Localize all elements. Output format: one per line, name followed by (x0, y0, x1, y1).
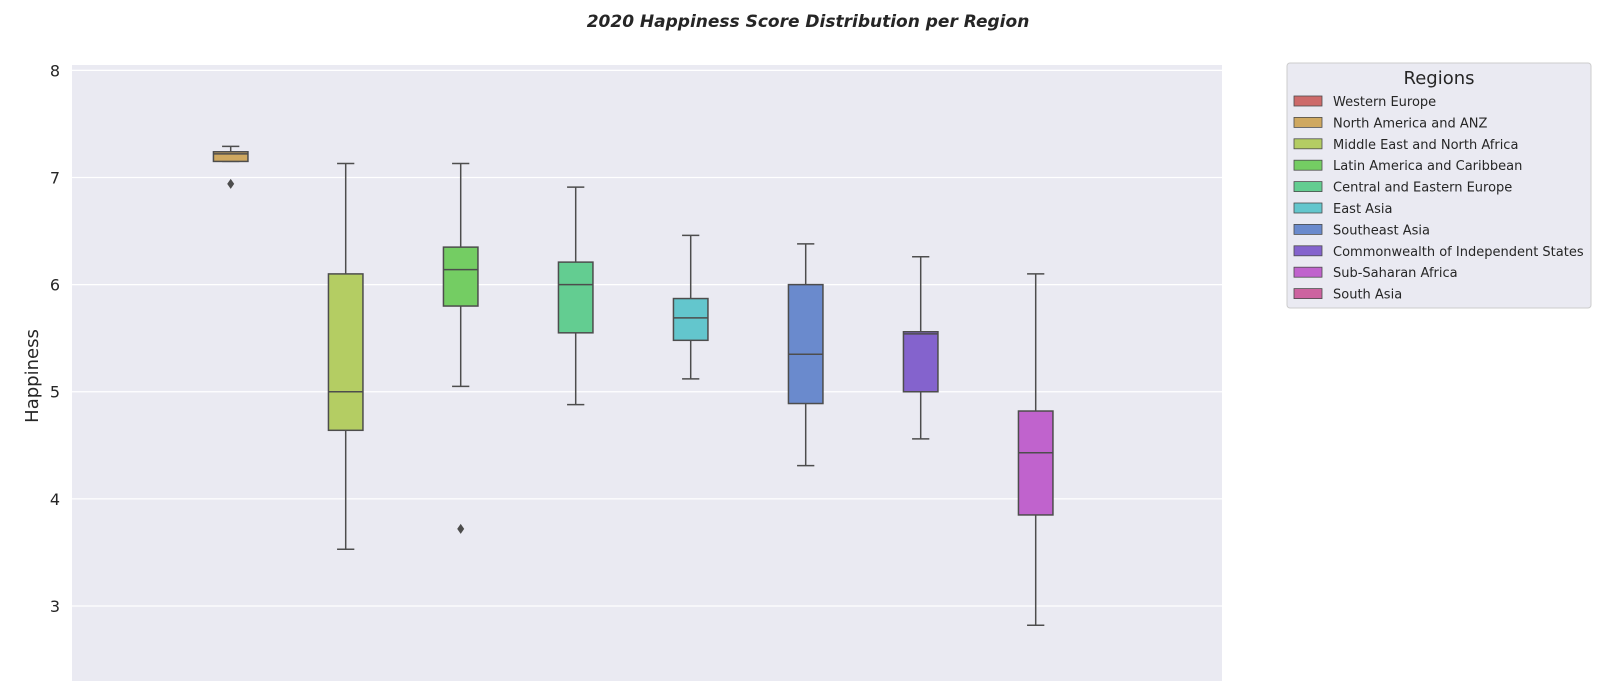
gridlines (72, 69, 1222, 607)
legend-swatch (1293, 117, 1323, 128)
legend-swatch (1293, 245, 1323, 257)
y-axis-label: Happiness (22, 329, 43, 423)
box-latin-america-and-caribbean (442, 162, 479, 534)
box-middle-east-and-north-africa (327, 162, 364, 550)
plot-area (72, 65, 1222, 681)
iqr-box (1017, 410, 1054, 516)
legend-label: Sub-Saharan Africa (1333, 266, 1458, 281)
legend-swatch (1293, 223, 1323, 235)
legend-label: South Asia (1333, 288, 1402, 303)
legend-swatch (1293, 181, 1323, 193)
box-sub-saharan-africa (1017, 273, 1054, 627)
iqr-box (672, 297, 709, 342)
legend-label: East Asia (1333, 202, 1392, 217)
legend-frame (1286, 62, 1592, 309)
legend-label: Southeast Asia (1333, 223, 1430, 238)
legend-item: Central and Eastern Europe (1293, 181, 1512, 196)
legend-label: Latin America and Caribbean (1333, 159, 1522, 174)
legend-swatch (1293, 95, 1323, 107)
iqr-box (557, 261, 594, 334)
y-axis-ticks: 3 4 5 6 7 8 (50, 61, 60, 616)
iqr-box (442, 246, 479, 307)
box-central-and-eastern-europe (557, 186, 594, 406)
legend-item: Latin America and Caribbean (1293, 159, 1522, 174)
legend-item: Sub-Saharan Africa (1293, 266, 1458, 281)
legend-swatch (1293, 288, 1323, 300)
legend-item: East Asia (1293, 202, 1392, 217)
iqr-box (327, 273, 364, 432)
legend-item: South Asia (1293, 288, 1402, 303)
legend-item: Western Europe (1293, 95, 1436, 110)
legend-item: Commonwealth of Independent States (1293, 245, 1584, 260)
boxes (212, 145, 1054, 627)
y-tick-label: 5 (50, 383, 60, 402)
y-tick-label: 8 (50, 61, 60, 80)
outlier-point (227, 178, 235, 189)
y-tick-label: 7 (50, 168, 60, 187)
legend-items: Western Europe North America and ANZ Middl… (1293, 95, 1584, 303)
legend-swatch (1293, 202, 1323, 214)
iqr-box (902, 331, 939, 393)
legend-swatch (1293, 138, 1323, 150)
legend-label: Middle East and North Africa (1333, 138, 1518, 153)
y-tick-label: 4 (50, 490, 60, 509)
box-north-america-and-anz (212, 145, 249, 189)
legend-swatch (1293, 159, 1323, 171)
iqr-box (212, 151, 249, 163)
iqr-box (787, 283, 824, 405)
chart-title: 2020 Happiness Score Distribution per Re… (587, 12, 1030, 32)
legend-swatch (1293, 266, 1323, 278)
box-southeast-asia (787, 243, 824, 467)
y-tick-label: 3 (50, 597, 60, 616)
y-tick-label: 6 (50, 276, 60, 295)
legend-label: Western Europe (1333, 95, 1436, 110)
box-east-asia (672, 234, 709, 380)
legend-label: Commonwealth of Independent States (1333, 245, 1584, 260)
legend-label: North America and ANZ (1333, 116, 1487, 131)
legend-item: Middle East and North Africa (1293, 138, 1518, 153)
legend-label: Central and Eastern Europe (1333, 181, 1512, 196)
legend: Regions Western Europe North America and … (1286, 62, 1592, 309)
legend-item: Southeast Asia (1293, 223, 1430, 238)
legend-item: North America and ANZ (1293, 116, 1487, 131)
outlier-point (457, 523, 465, 534)
legend-title: Regions (1404, 68, 1475, 89)
box-commonwealth-of-independent-states (902, 256, 939, 440)
